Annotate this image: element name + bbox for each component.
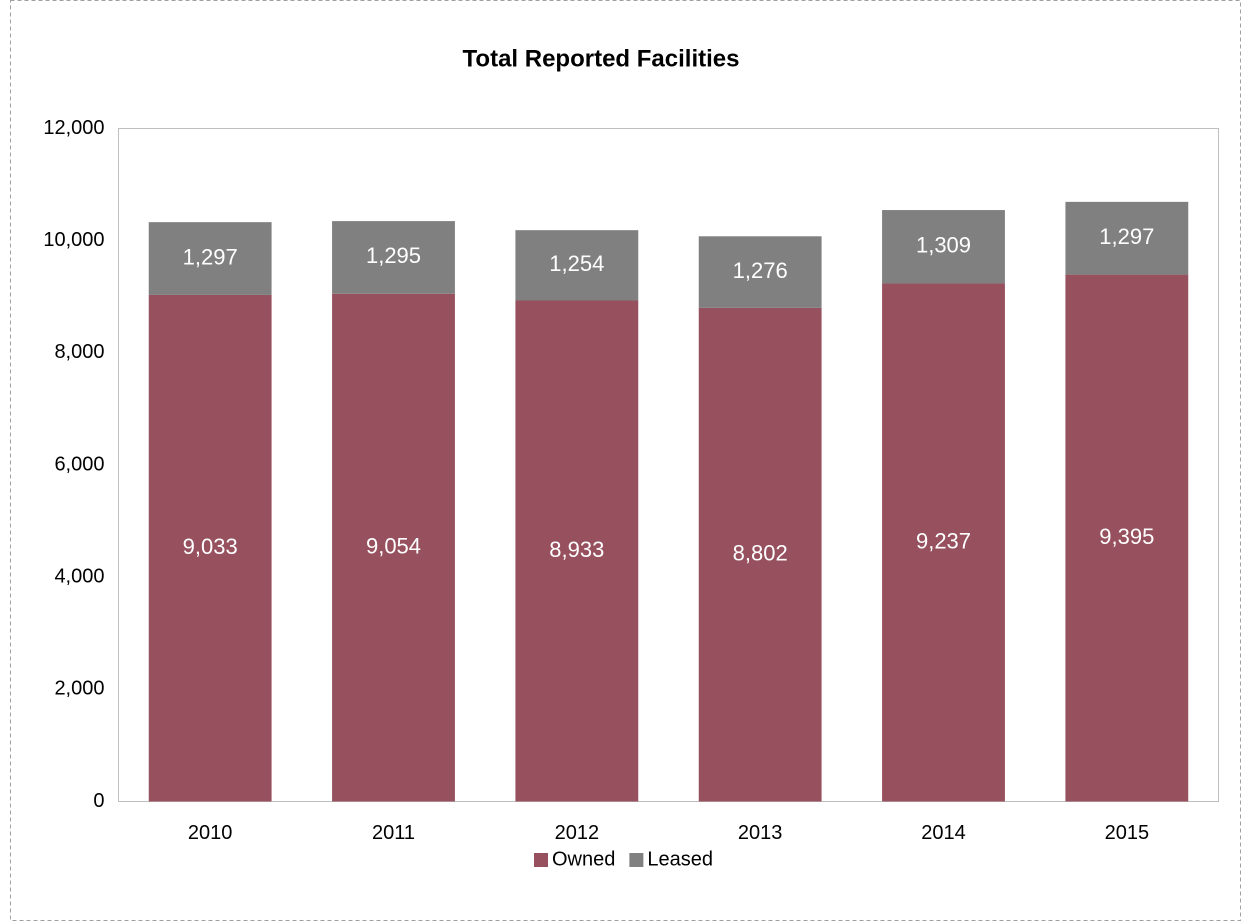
bar-segment — [1065, 274, 1189, 802]
legend-label: Leased — [647, 848, 713, 870]
data-label: 1,297 — [1099, 224, 1154, 249]
data-label: 1,295 — [366, 243, 421, 268]
plot-area — [118, 128, 1219, 802]
x-tick-label: 2015 — [1105, 822, 1150, 844]
bar-segment — [515, 230, 639, 301]
legend-label: Owned — [552, 848, 615, 870]
y-tick-label: 0 — [93, 790, 104, 812]
data-label: 1,254 — [549, 251, 604, 276]
data-label: 9,054 — [366, 533, 421, 558]
data-label: 9,395 — [1099, 524, 1154, 549]
y-tick-label: 6,000 — [54, 453, 104, 475]
bar-segment — [698, 236, 822, 308]
x-tick-label: 2010 — [188, 822, 233, 844]
bar-segment — [882, 283, 1005, 802]
legend-swatch — [534, 853, 548, 867]
y-tick-label: 4,000 — [54, 565, 104, 587]
data-label: 9,033 — [183, 534, 238, 559]
y-tick-label: 2,000 — [54, 678, 104, 700]
data-label: 1,276 — [733, 258, 788, 283]
data-label: 9,237 — [916, 528, 971, 553]
y-tick-label: 8,000 — [54, 341, 104, 363]
bar-segment — [332, 293, 455, 802]
bar-segment — [148, 294, 272, 802]
data-label: 8,933 — [549, 537, 604, 562]
x-tick-label: 2012 — [555, 822, 600, 844]
bar-segment — [882, 210, 1005, 284]
bar-segment — [148, 222, 272, 295]
chart-title: Total Reported Facilities — [463, 45, 740, 72]
y-tick-label: 12,000 — [43, 117, 104, 139]
data-label: 1,297 — [183, 244, 238, 269]
x-tick-label: 2011 — [372, 822, 415, 844]
data-label: 8,802 — [733, 540, 788, 565]
bar-segment — [698, 307, 822, 802]
legend-swatch — [629, 853, 644, 867]
bar-segment — [515, 300, 639, 802]
x-tick-label: 2014 — [921, 822, 966, 844]
y-tick-label: 10,000 — [43, 229, 104, 251]
x-tick-label: 2013 — [738, 822, 783, 844]
data-label: 1,309 — [916, 233, 971, 258]
bar-segment — [332, 221, 455, 294]
chart-frame — [10, 0, 1241, 921]
bar-segment — [1065, 201, 1189, 275]
